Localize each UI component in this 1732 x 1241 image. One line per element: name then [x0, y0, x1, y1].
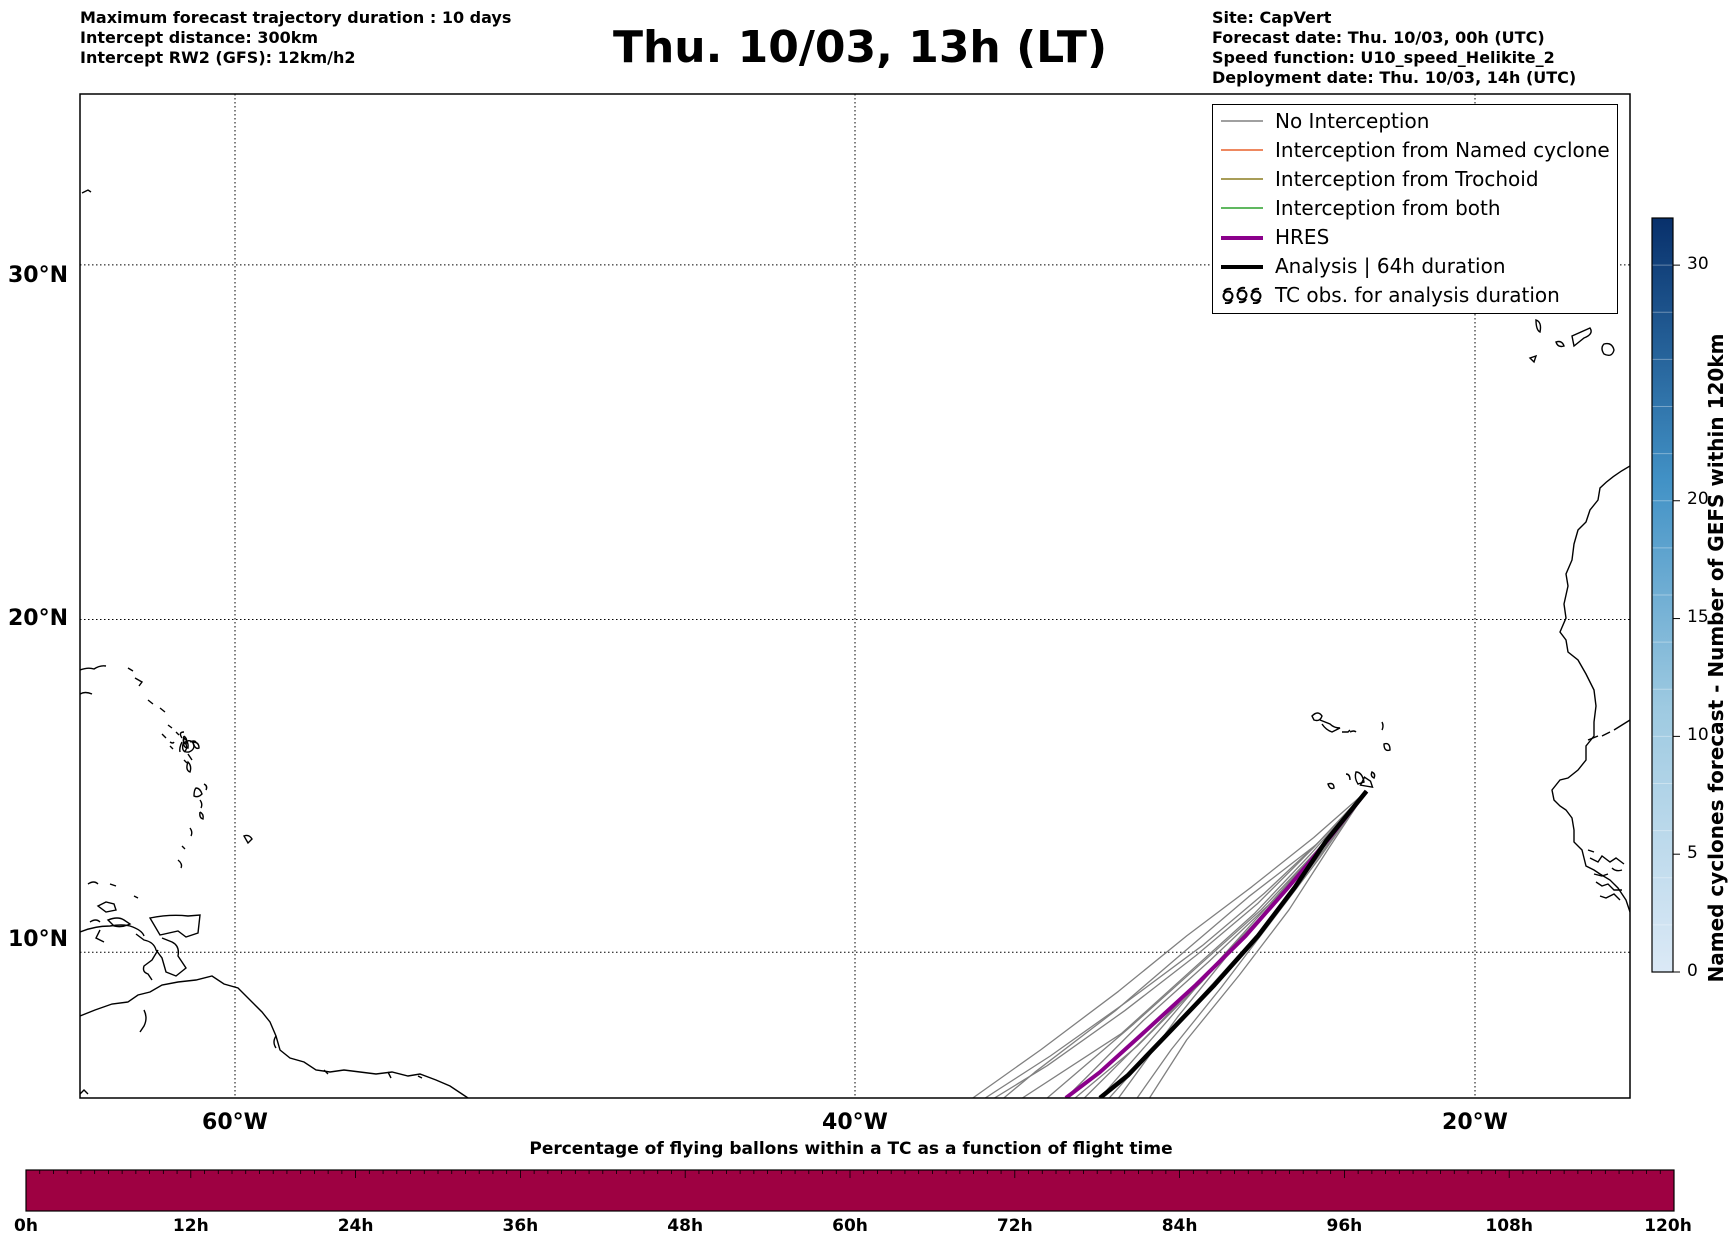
flight-bar-tick: 108h: [1485, 1216, 1533, 1236]
legend-item-named-cyclone: Interception from Named cyclone: [1213, 136, 1617, 165]
ensemble-trajectory: [1022, 790, 1367, 1098]
trajectories-layer: [972, 789, 1369, 1098]
cyclone-colorbar-fill: [1652, 218, 1673, 972]
legend-line-olive: [1221, 178, 1263, 180]
cyclone-colorbar-frame: [1651, 217, 1674, 973]
colorbar-tick: 5: [1687, 843, 1698, 863]
colorbar-tick: 20: [1687, 489, 1709, 509]
ensemble-trajectory: [1148, 790, 1368, 1098]
flight-bar-tick: 48h: [667, 1216, 704, 1236]
legend-label: Interception from Named cyclone: [1275, 138, 1610, 162]
legend-line-orange: [1221, 149, 1263, 151]
flight-bar-tick: 120h: [1644, 1216, 1692, 1236]
legend-line-gray: [1221, 120, 1263, 122]
page-title: Thu. 10/03, 13h (LT): [612, 22, 1108, 73]
legend-label: Analysis | 64h duration: [1275, 254, 1506, 278]
lon-label-20w: 20°W: [1442, 1110, 1508, 1135]
flight-bar-tick: 72h: [996, 1216, 1033, 1236]
legend-line-purple: [1221, 236, 1263, 240]
map-frame: [79, 93, 1631, 1099]
graticule: [80, 94, 1630, 1098]
legend-item-hres: HRES: [1213, 223, 1617, 252]
flight-bar-tick: 84h: [1161, 1216, 1198, 1236]
legend-line-green: [1221, 207, 1263, 209]
flight-time-bar: [25, 1169, 1675, 1212]
analysis-trajectory: [1098, 789, 1369, 1098]
colorbar-tick: 15: [1687, 607, 1709, 627]
legend-item-no-interception: No Interception: [1213, 107, 1617, 136]
flight-bar-tick: 24h: [337, 1216, 374, 1236]
flight-bar-title: Percentage of flying ballons within a TC…: [529, 1139, 1173, 1159]
header-left-info: Maximum forecast trajectory duration : 1…: [80, 8, 511, 68]
colorbar-label: Named cyclones forecast - Number of GEFS…: [1704, 333, 1728, 983]
flight-bar-tick: 60h: [832, 1216, 868, 1236]
lon-label-40w: 40°W: [822, 1110, 888, 1135]
ensemble-trajectory: [1136, 790, 1368, 1098]
ensemble-trajectory: [972, 790, 1367, 1098]
flight-bar-tick: 96h: [1326, 1216, 1363, 1236]
max-duration-text: Maximum forecast trajectory duration : 1…: [80, 8, 512, 27]
flight-bar-tick: 36h: [502, 1216, 539, 1236]
header-right-info: Site: CapVert Forecast date: Thu. 10/03,…: [1212, 8, 1576, 88]
deployment-date-text: Deployment date: Thu. 10/03, 14h (UTC): [1212, 68, 1577, 87]
legend-line-black: [1221, 265, 1263, 269]
colorbar-tick: 0: [1687, 961, 1698, 981]
flight-bar-tick: 12h: [172, 1216, 209, 1236]
site-island-outline: [1359, 776, 1374, 789]
lat-label-20n: 20°N: [8, 606, 69, 631]
legend-item-trochoid: Interception from Trochoid: [1213, 165, 1617, 194]
colorbar-tick: 10: [1687, 725, 1709, 745]
legend-label: HRES: [1275, 225, 1330, 249]
site-marker-layer: [1359, 776, 1374, 789]
intercept-rw2-text: Intercept RW2 (GFS): 12km/h2: [80, 48, 356, 67]
flight-time-bar-frame: [25, 1169, 1675, 1212]
cyclone-symbol-icon: [1222, 286, 1262, 304]
legend-label: TC obs. for analysis duration: [1275, 283, 1560, 307]
legend-item-tc-obs: TC obs. for analysis duration: [1213, 281, 1617, 310]
legend-label: Interception from both: [1275, 196, 1501, 220]
flight-bar-tick: 0h: [14, 1216, 38, 1236]
intercept-distance-text: Intercept distance: 300km: [80, 28, 319, 47]
legend-item-both: Interception from both: [1213, 194, 1617, 223]
colorbar-tick: 30: [1687, 254, 1709, 274]
cyclone-colorbar-bands: [1652, 264, 1680, 973]
lat-label-30n: 30°N: [8, 263, 69, 288]
legend-label: Interception from Trochoid: [1275, 167, 1539, 191]
lon-label-60w: 60°W: [202, 1110, 268, 1135]
site-text: Site: CapVert: [1212, 8, 1332, 27]
map-legend: No Interception Interception from Named …: [1212, 104, 1618, 314]
speed-function-text: Speed function: U10_speed_Helikite_2: [1212, 48, 1555, 67]
ensemble-trajectory: [1003, 790, 1367, 1098]
lat-label-10n: 10°N: [8, 927, 69, 952]
legend-item-analysis: Analysis | 64h duration: [1213, 252, 1617, 281]
legend-label: No Interception: [1275, 109, 1430, 133]
forecast-date-text: Forecast date: Thu. 10/03, 00h (UTC): [1212, 28, 1545, 47]
coastlines: [80, 189, 1630, 1098]
cyclone-colorbar: [1651, 217, 1680, 973]
